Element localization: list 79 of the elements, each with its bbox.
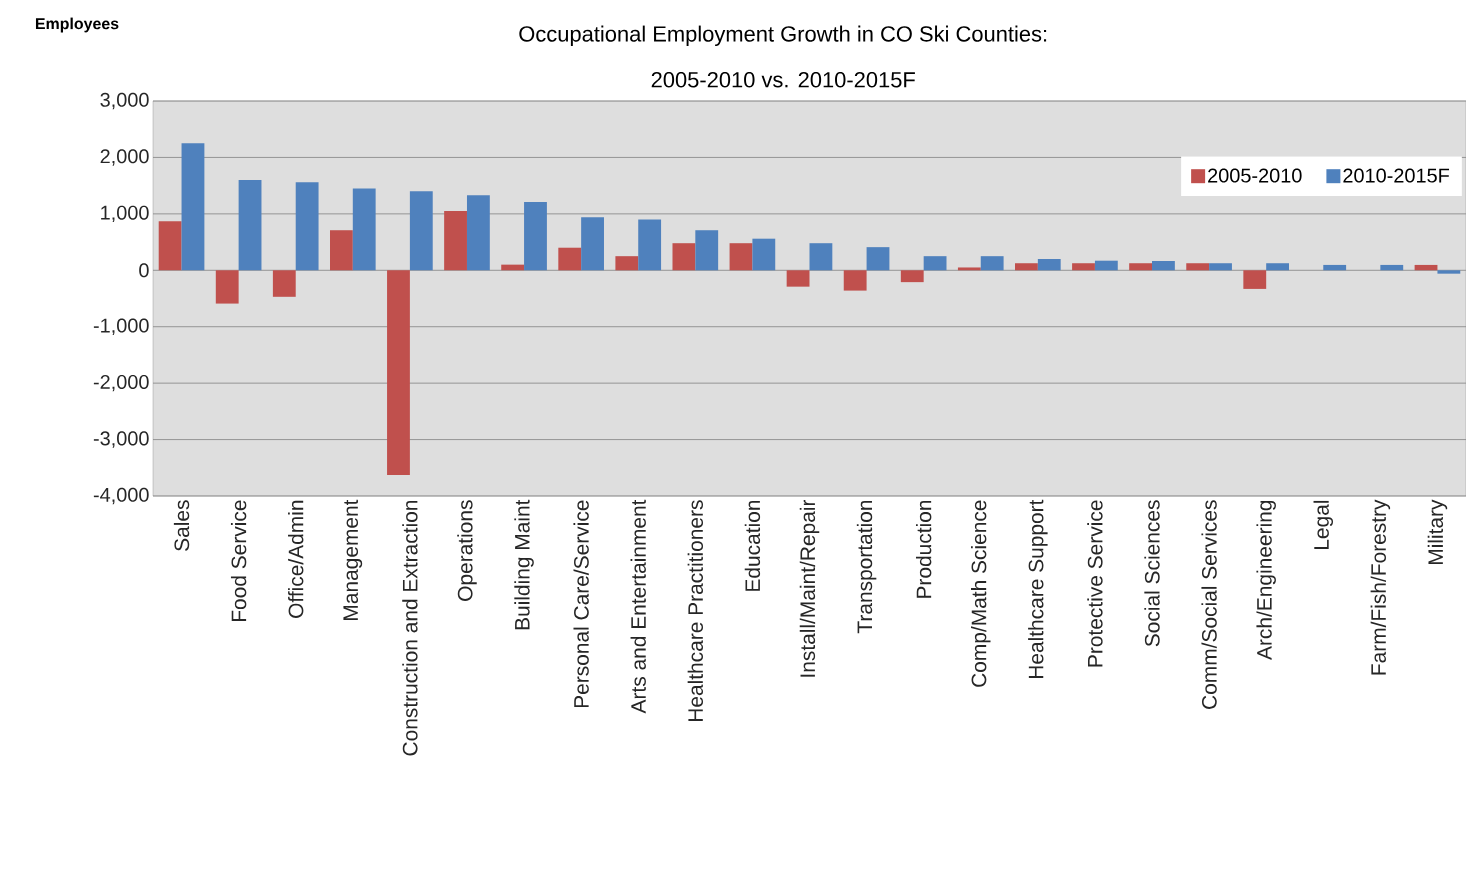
- bar: [866, 247, 890, 271]
- y-tick-label: 3,000: [100, 92, 149, 110]
- x-tick-label: Construction and Extraction: [402, 500, 418, 756]
- bar: [752, 238, 776, 271]
- bar: [387, 270, 410, 476]
- bar: [1266, 263, 1290, 271]
- x-tick-label: Operations: [457, 500, 477, 601]
- x-tick-label: Social Sciences: [1144, 500, 1160, 647]
- bar: [1414, 264, 1438, 271]
- bar: [1037, 259, 1061, 271]
- x-tick-label: Comm/Social Services: [1201, 500, 1217, 709]
- bar: [957, 267, 981, 271]
- bar: [843, 270, 867, 291]
- bar: [729, 243, 753, 271]
- bar: [444, 211, 467, 271]
- bar: [158, 221, 182, 271]
- bar: [672, 243, 696, 271]
- bar: [272, 270, 296, 297]
- y-tick-label: 2,000: [100, 149, 149, 166]
- x-tick-label: Office/Admin: [288, 500, 304, 618]
- x-tick-label: Management: [343, 499, 363, 620]
- bar: [809, 243, 833, 271]
- bar: [181, 143, 205, 271]
- y-tick-label: -3,000: [93, 431, 149, 448]
- chart-title: Occupational Employment Growth in CO Ski Counties:: [519, 25, 1047, 47]
- bar: [1186, 263, 1210, 271]
- legend-label: 2010-2015F: [1343, 168, 1450, 183]
- bar: [352, 188, 376, 271]
- x-tick-label: Install/Maint/Repair: [799, 499, 820, 677]
- bar: [695, 230, 719, 271]
- bar: [1152, 260, 1175, 271]
- bar: [524, 202, 547, 271]
- y-tick-label: -1,000: [93, 318, 149, 335]
- bar: [238, 180, 262, 271]
- bar: [215, 270, 239, 304]
- bar: [1072, 263, 1095, 271]
- bar: [1015, 263, 1038, 271]
- x-tick-label: Building Maint: [514, 499, 534, 630]
- bar: [1209, 263, 1232, 271]
- x-tick-label: Education: [744, 500, 761, 591]
- bar: [1243, 270, 1267, 289]
- legend-label: 2005-2010: [1208, 168, 1302, 183]
- x-tick-label: Farm/Fish/Forestry: [1370, 499, 1391, 675]
- bar: [295, 182, 319, 271]
- bar: [615, 256, 639, 271]
- x-tick-label: Production: [915, 500, 932, 598]
- y-tick-label: -2,000: [93, 374, 149, 392]
- x-tick-label: Food Service: [230, 500, 247, 622]
- bar: [1380, 264, 1404, 271]
- x-tick-label: Legal: [1313, 500, 1334, 549]
- chart-subtitle: 2005-2010 vs. 2010-2015F: [651, 71, 915, 88]
- bar: [1129, 263, 1153, 271]
- bar: [558, 247, 582, 271]
- y-tick-label: 1,000: [101, 205, 149, 223]
- x-tick-label: Arts and Entertainment: [630, 499, 646, 714]
- y-tick-label: 0: [139, 263, 149, 278]
- x-tick-label: Military: [1427, 499, 1448, 565]
- bar: [1323, 264, 1347, 271]
- bar: [409, 191, 433, 271]
- x-tick-label: Transportation: [856, 500, 877, 634]
- x-tick-label: Arch/Engineering: [1256, 500, 1276, 660]
- x-tick-label: Healthcare Practitioners: [687, 500, 703, 722]
- bar: [900, 270, 924, 283]
- bar: [638, 219, 662, 271]
- bar: [786, 270, 810, 287]
- x-tick-label: Sales: [173, 500, 190, 551]
- x-tick-label: Healthcare Support: [1028, 499, 1048, 679]
- x-tick-label: Protective Service: [1087, 500, 1103, 667]
- bar: [466, 195, 490, 271]
- y-axis-title: Employees: [35, 17, 119, 33]
- bar: [923, 256, 947, 271]
- bar: [581, 217, 604, 271]
- bar: [329, 230, 353, 271]
- y-tick-label: -4,000: [93, 487, 149, 505]
- bar: [1437, 270, 1461, 274]
- x-tick-label: Personal Care/Service: [573, 500, 589, 708]
- x-tick-label: Comp/Math Science: [971, 500, 991, 687]
- bar: [980, 256, 1004, 271]
- bar: [1094, 260, 1118, 271]
